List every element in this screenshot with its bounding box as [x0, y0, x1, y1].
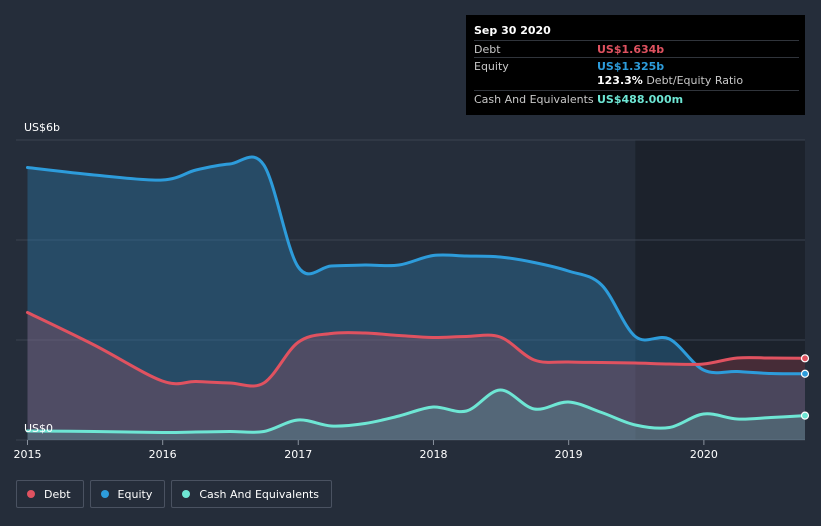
x-tick-label: 2016 — [149, 448, 177, 461]
tooltip-cash-label: Cash And Equivalents — [474, 93, 594, 106]
legend-item-debt[interactable]: Debt — [16, 480, 84, 508]
x-axis-ticks: 2015 2016 2017 2018 2019 2020 — [13, 440, 718, 461]
tooltip-row-debt: Debt US$1.634b — [474, 40, 799, 58]
tooltip-debt-value: US$1.634b — [597, 43, 665, 56]
tooltip-equity-label: Equity — [474, 60, 509, 73]
legend-cash-label: Cash And Equivalents — [199, 487, 319, 501]
equity-end-marker — [800, 369, 810, 378]
tooltip-ratio: 123.3% Debt/Equity Ratio — [597, 74, 743, 87]
cash-and-equivalents-line — [25, 388, 807, 435]
tooltip-ratio-label: Debt/Equity Ratio — [646, 74, 744, 87]
series-lines — [25, 155, 807, 435]
equity-line — [25, 155, 807, 376]
legend-item-cash[interactable]: Cash And Equivalents — [171, 480, 332, 508]
y-tick-label-top: US$6b — [24, 121, 60, 134]
legend-item-equity[interactable]: Equity — [89, 480, 166, 508]
series-areas — [27, 156, 806, 440]
x-tick-label: 2015 — [13, 448, 41, 461]
x-tick-label: 2019 — [555, 448, 583, 461]
x-tick-label: 2020 — [690, 448, 718, 461]
tooltip-equity-value: US$1.325b — [597, 60, 665, 73]
chart-legend: Debt Equity Cash And Equivalents — [16, 480, 332, 508]
tooltip-ratio-value: 123.3% — [597, 74, 643, 87]
tooltip-cash-value: US$488.000m — [597, 93, 684, 106]
equity-dot-icon — [100, 490, 109, 498]
cash-and-equivalents-end-marker — [800, 411, 810, 420]
debt-end-marker — [800, 354, 810, 363]
tooltip-debt-label: Debt — [474, 43, 501, 56]
equity-area — [27, 156, 806, 440]
cash-and-equivalents-area — [27, 389, 806, 440]
legend-debt-label: Debt — [44, 487, 71, 501]
recent-period-highlight — [635, 140, 805, 440]
legend-equity-label: Equity — [117, 487, 153, 501]
series-end-markers — [800, 354, 810, 420]
y-axis-ticks: US$6b US$0 — [24, 121, 60, 435]
x-tick-label: 2017 — [284, 448, 312, 461]
debt-line — [25, 311, 807, 388]
x-tick-label: 2018 — [419, 448, 447, 461]
tooltip-row-cash: Cash And Equivalents US$488.000m — [474, 90, 799, 108]
y-tick-label-bottom: US$0 — [24, 422, 53, 435]
tooltip-panel: Sep 30 2020 Debt US$1.634b Equity US$1.3… — [466, 15, 805, 115]
tooltip-date: Sep 30 2020 — [474, 24, 551, 37]
debt-dot-icon — [27, 490, 35, 498]
debt-area — [27, 312, 806, 440]
tooltip-row-equity: Equity US$1.325b — [474, 57, 799, 75]
cash-dot-icon — [182, 490, 191, 498]
